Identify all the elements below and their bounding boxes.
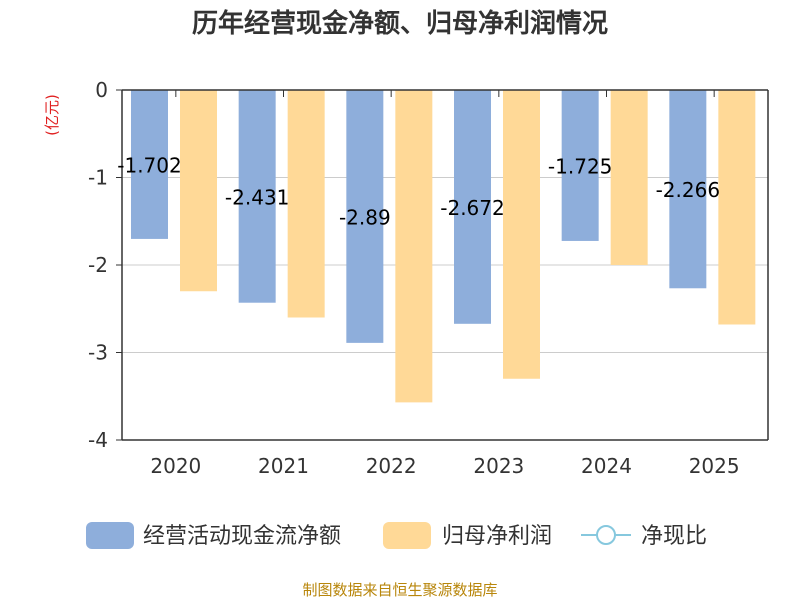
y-axis-unit: (亿元) bbox=[43, 94, 61, 136]
y-tick-label: -2 bbox=[88, 253, 108, 277]
data-label: -2.89 bbox=[339, 205, 391, 229]
bar-operating-cash-flow bbox=[561, 90, 599, 241]
bar-net-profit bbox=[718, 90, 756, 325]
legend-marker-cash-ratio bbox=[596, 525, 616, 545]
bar-operating-cash-flow bbox=[238, 90, 276, 303]
data-label: -1.702 bbox=[117, 153, 181, 177]
bar-net-profit bbox=[395, 90, 433, 403]
chart-title: 历年经营现金净额、归母净利润情况 bbox=[192, 8, 608, 39]
legend-label-cash-ratio: 净现比 bbox=[641, 524, 707, 549]
bar-operating-cash-flow bbox=[669, 90, 707, 289]
legend-swatch-operating-cash-flow bbox=[86, 522, 134, 549]
bar-operating-cash-flow bbox=[454, 90, 491, 324]
bars bbox=[131, 90, 756, 403]
bar-net-profit bbox=[180, 90, 217, 292]
legend-label-operating-cash-flow: 经营活动现金流净额 bbox=[143, 524, 341, 549]
legend: 经营活动现金流净额 归母净利润 净现比 bbox=[86, 522, 707, 549]
x-tick-label: 2020 bbox=[150, 454, 201, 478]
legend-label-net-profit: 归母净利润 bbox=[442, 524, 552, 549]
axes: 0 -1 -2 -3 -4 2020 2021 2022 2023 2024 2025 bbox=[88, 78, 769, 478]
x-tick-label: 2021 bbox=[258, 454, 309, 478]
y-tick-label: 0 bbox=[95, 78, 108, 102]
bar-operating-cash-flow bbox=[131, 90, 168, 239]
x-tick-label: 2022 bbox=[366, 454, 417, 478]
data-label: -1.725 bbox=[548, 154, 612, 178]
bar-net-profit bbox=[503, 90, 540, 379]
bar-net-profit bbox=[610, 90, 648, 265]
bar-operating-cash-flow bbox=[346, 90, 384, 343]
legend-swatch-net-profit bbox=[383, 522, 431, 549]
source-note: 制图数据来自恒生聚源数据库 bbox=[302, 581, 497, 599]
data-label: -2.266 bbox=[656, 178, 720, 202]
y-tick-label: -3 bbox=[88, 341, 108, 365]
data-labels: -1.702 -2.431 -2.89 -2.672 -1.725 -2.266 bbox=[117, 153, 720, 229]
x-tick-label: 2024 bbox=[581, 454, 632, 478]
x-tick-label: 2025 bbox=[689, 454, 740, 478]
data-label: -2.672 bbox=[440, 196, 504, 220]
bar-net-profit bbox=[287, 90, 325, 318]
y-tick-label: -4 bbox=[88, 428, 108, 452]
y-tick-label: -1 bbox=[88, 166, 108, 190]
x-tick-label: 2023 bbox=[473, 454, 524, 478]
data-label: -2.431 bbox=[225, 185, 289, 209]
